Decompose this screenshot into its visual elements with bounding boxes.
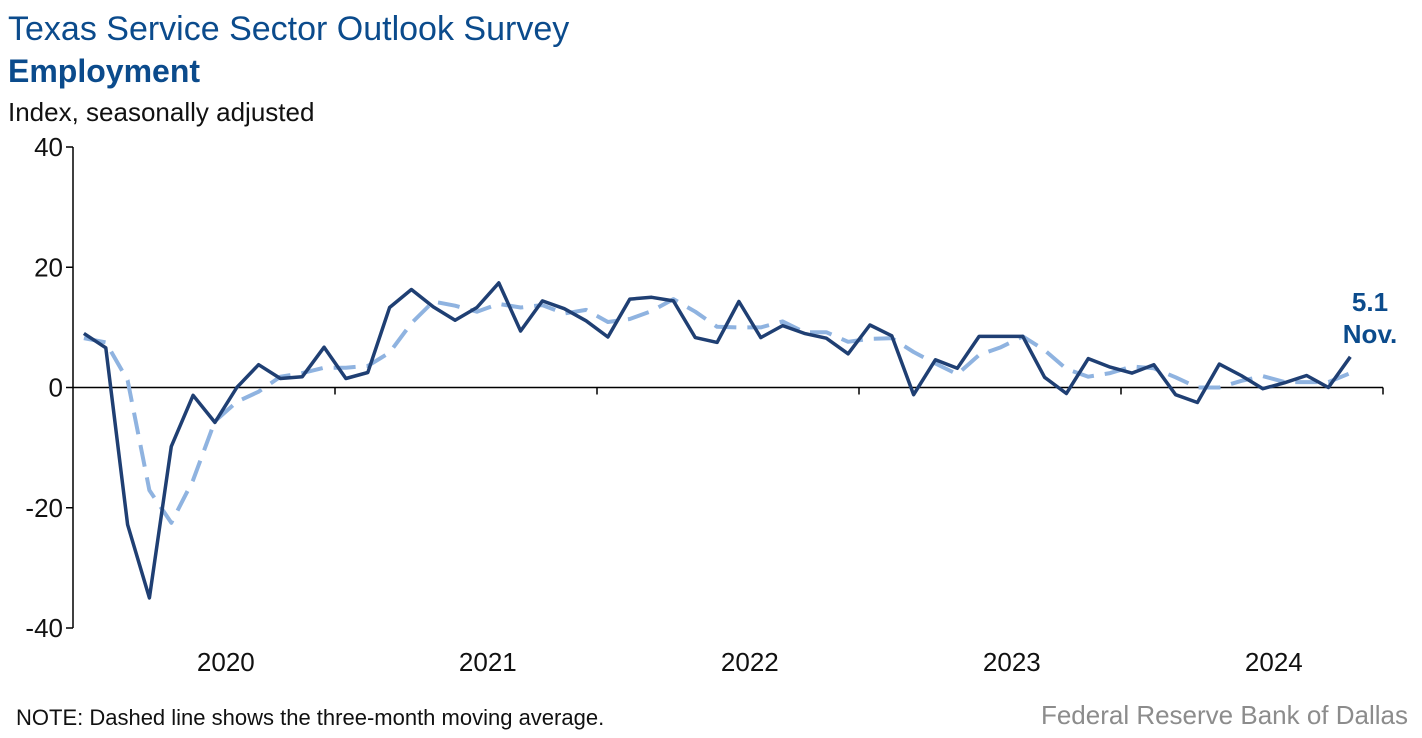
latest-value-label: 5.1 [1352, 287, 1388, 317]
x-tick-label: 2020 [197, 647, 255, 677]
y-axis-label: Index, seasonally adjusted [8, 97, 315, 127]
employment-index-line [82, 281, 1352, 600]
chart-axes: 40 20 0 -20 -40 2020 2021 2022 2023 2024 [25, 132, 1384, 677]
x-tick-label: 2021 [459, 647, 517, 677]
y-tick-label: 40 [34, 132, 63, 162]
x-tick-label: 2024 [1245, 647, 1303, 677]
y-tick-label: 20 [34, 252, 63, 282]
y-tick-label: -40 [25, 613, 63, 643]
chart-subtitle: Employment [8, 53, 201, 89]
y-tick-label: 0 [49, 373, 63, 403]
moving-average-line [83, 297, 1352, 525]
y-tick-label: -20 [25, 493, 63, 523]
chart-title: Texas Service Sector Outlook Survey [8, 10, 570, 48]
chart-source: Federal Reserve Bank of Dallas [1040, 700, 1408, 730]
x-tick-label: 2022 [721, 647, 779, 677]
chart-series [82, 281, 1352, 600]
chart-note: NOTE: Dashed line shows the three-month … [16, 705, 605, 730]
x-tick-label: 2023 [983, 647, 1041, 677]
latest-month-label: Nov. [1343, 319, 1397, 349]
